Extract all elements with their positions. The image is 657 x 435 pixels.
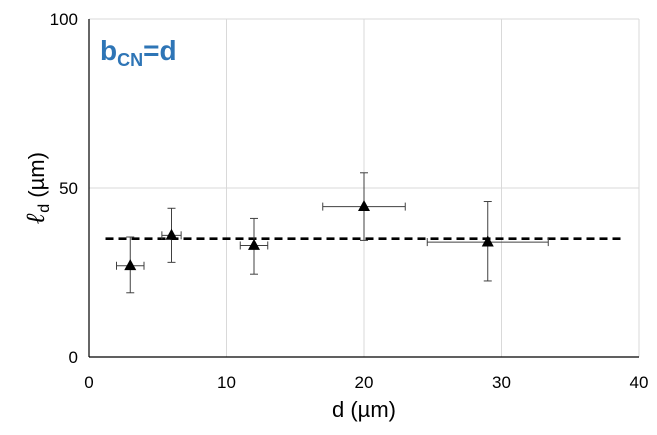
x-tick-label: 20 xyxy=(355,373,374,392)
y-axis-title-subscript: d xyxy=(36,204,53,213)
x-tick-label: 10 xyxy=(217,373,236,392)
x-tick-label: 30 xyxy=(492,373,511,392)
data-points-layer xyxy=(124,199,494,271)
y-tick-label: 50 xyxy=(59,179,78,198)
data-point-triangle xyxy=(124,259,137,271)
y-tick-label: 100 xyxy=(50,10,78,29)
data-point-triangle xyxy=(165,228,178,240)
annotation-subscript: CN xyxy=(117,50,143,70)
annotation-label: bCN=d xyxy=(100,35,177,70)
x-tick-label: 40 xyxy=(630,373,649,392)
x-tick-label: 0 xyxy=(84,373,93,392)
data-point-triangle xyxy=(248,238,260,250)
data-point-triangle xyxy=(481,235,494,247)
y-tick-label: 0 xyxy=(69,348,78,367)
x-axis-title: d (µm) xyxy=(332,397,396,422)
data-point-triangle xyxy=(358,199,370,211)
y-tick-labels: 0 50 100 xyxy=(50,10,78,367)
annotation-main: b xyxy=(100,35,117,66)
annotation-suffix: =d xyxy=(143,35,176,66)
annotation-background xyxy=(93,27,203,71)
x-tick-labels: 0 10 20 30 40 xyxy=(84,373,648,392)
y-axis-title-main: ℓ xyxy=(21,213,51,224)
y-axis-title-suffix: (µm) xyxy=(24,152,49,204)
error-bars-layer xyxy=(116,172,549,294)
y-axis-title: ℓd (µm) xyxy=(21,152,53,224)
